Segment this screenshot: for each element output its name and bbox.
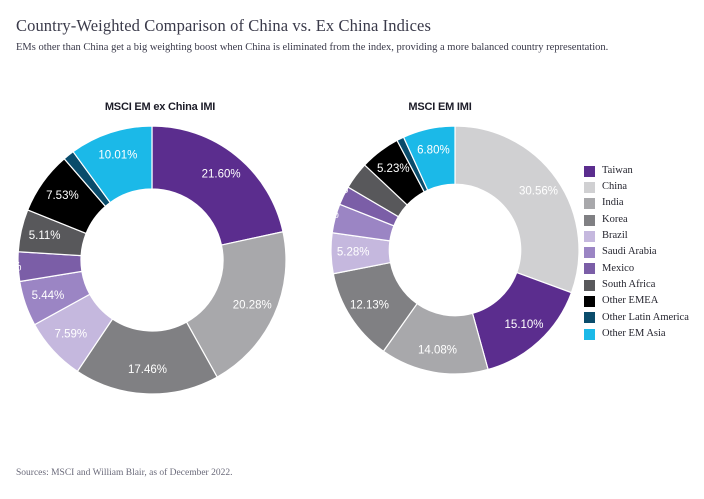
legend-item[interactable]: South Africa xyxy=(584,277,689,293)
legend-item-label: Saudi Arabia xyxy=(602,246,657,258)
slice-value-label: 5.28% xyxy=(337,247,370,259)
legend-item-label: Other EM Asia xyxy=(602,327,666,339)
slice-value-label: 0.94% xyxy=(378,125,411,133)
legend-item-label: Korea xyxy=(602,213,628,225)
donut-slice[interactable] xyxy=(454,125,580,294)
source-note: Sources: MSCI and William Blair, as of D… xyxy=(16,468,233,478)
chart-legend: Taiwan China India Korea Brazil Saudi Arabia M… xyxy=(584,163,689,342)
donut-slice[interactable] xyxy=(72,125,153,204)
legend-item-label: Brazil xyxy=(602,230,628,242)
legend-item-label: Mexico xyxy=(602,262,635,274)
page-title: Country-Weighted Comparison of China vs.… xyxy=(16,16,431,35)
slice-value-label: 5.23% xyxy=(377,163,410,175)
chart-title-right: MSCI EM IMI xyxy=(408,101,472,113)
chart-title-left: MSCI EM ex China IMI xyxy=(104,101,216,113)
slice-value-label: 5.44% xyxy=(32,290,65,302)
slice-value-label: 3.54% xyxy=(17,261,21,273)
slice-value-label: 1.35% xyxy=(44,139,77,151)
legend-color-swatch xyxy=(584,328,595,340)
slice-value-label: 15.10% xyxy=(505,319,544,331)
donut-slice[interactable] xyxy=(151,125,284,246)
legend-color-swatch xyxy=(584,312,595,324)
slice-value-label: 12.13% xyxy=(350,299,389,311)
donut-slice[interactable] xyxy=(185,231,287,378)
legend-item[interactable]: India xyxy=(584,196,689,212)
page-subtitle: EMs other than China get a big weighting… xyxy=(16,42,609,53)
legend-item-label: Taiwan xyxy=(602,164,633,176)
donut-slice[interactable] xyxy=(402,125,456,191)
legend-color-swatch xyxy=(584,214,595,226)
slice-value-label: 30.56% xyxy=(519,186,558,198)
slice-value-label: 3.55% xyxy=(330,162,362,174)
slice-value-label: 7.53% xyxy=(46,190,79,202)
legend-item[interactable]: Other EMEA xyxy=(584,293,689,309)
legend-color-swatch xyxy=(584,165,595,177)
donut-svg-em-imi: 30.56% 15.10% 14.08% 12.13% 5.28% 3.78% 2.46% 3… xyxy=(306,121,580,375)
legend-item-label: Other EMEA xyxy=(602,295,659,307)
slice-value-label: 10.01% xyxy=(98,149,137,161)
slice-value-label: 14.08% xyxy=(418,344,457,356)
slice-value-label: 17.46% xyxy=(128,364,167,376)
legend-item-label: South Africa xyxy=(602,278,656,290)
legend-color-swatch xyxy=(584,263,595,275)
slice-value-label: 6.80% xyxy=(417,145,450,157)
donut-svg-ex-china: 21.60% 20.28% 17.46% 7.59% 5.44% 3.54% 5.11% 7.… xyxy=(0,125,287,395)
slice-value-label: 7.59% xyxy=(55,328,88,340)
legend-item[interactable]: China xyxy=(584,179,689,195)
legend-color-swatch xyxy=(584,279,595,291)
donut-chart-em-imi: 30.56% 15.10% 14.08% 12.13% 5.28% 3.78% 2.46% 3… xyxy=(306,121,580,380)
legend-item-label: China xyxy=(602,181,628,193)
donut-chart-ex-china: 21.60% 20.28% 17.46% 7.59% 5.44% 3.54% 5.11% 7.… xyxy=(0,125,287,400)
slice-value-label: 20.28% xyxy=(233,299,272,311)
legend-color-swatch xyxy=(584,198,595,210)
legend-color-swatch xyxy=(584,247,595,259)
legend-color-swatch xyxy=(584,230,595,242)
legend-color-swatch xyxy=(584,296,595,308)
legend-item[interactable]: Korea xyxy=(584,212,689,228)
legend-item-label: India xyxy=(602,197,624,209)
legend-item[interactable]: Saudi Arabia xyxy=(584,244,689,260)
slice-value-label: 3.78% xyxy=(330,209,339,221)
slice-value-label: 2.46% xyxy=(330,184,348,196)
legend-item[interactable]: Other Latin America xyxy=(584,310,689,326)
legend-item[interactable]: Brazil xyxy=(584,228,689,244)
legend-item[interactable]: Other EM Asia xyxy=(584,326,689,342)
legend-color-swatch xyxy=(584,181,595,193)
slice-value-label: 21.60% xyxy=(202,168,241,180)
legend-item[interactable]: Mexico xyxy=(584,261,689,277)
legend-item-label: Other Latin America xyxy=(602,311,689,323)
legend-item[interactable]: Taiwan xyxy=(584,163,689,179)
slice-value-label: 5.11% xyxy=(29,230,61,242)
